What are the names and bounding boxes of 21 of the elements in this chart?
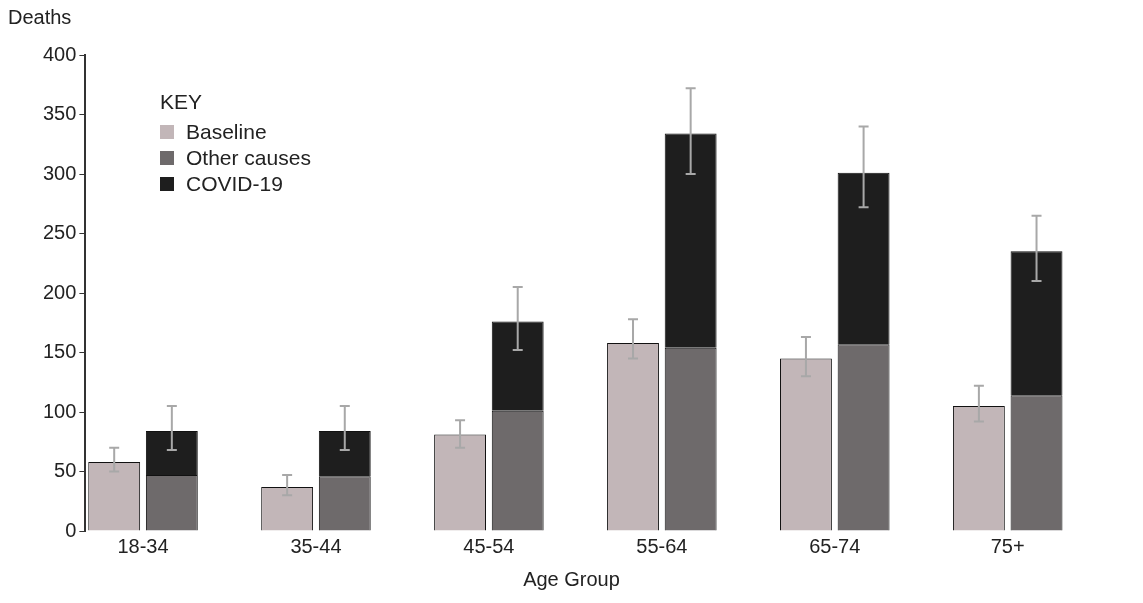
x-tick-label: 75+: [990, 534, 1025, 557]
legend-label: Baseline: [186, 120, 267, 144]
x-axis-title: Age Group: [522, 568, 621, 591]
y-tick-label: 250: [42, 221, 77, 244]
x-tick-label: 45-54: [463, 534, 515, 557]
y-tick-label: 0: [65, 518, 77, 541]
y-tick-label: 100: [42, 399, 77, 422]
y-tick-label: 150: [42, 340, 77, 363]
legend-title: KEY: [160, 90, 204, 114]
legend-label: COVID-19: [186, 172, 283, 196]
y-tick-label: 200: [42, 280, 77, 303]
x-tick-label: 55-64: [636, 534, 688, 557]
x-tick-label: 35-44: [290, 534, 342, 557]
y-tick-label: 400: [42, 42, 77, 65]
y-tick-label: 350: [42, 102, 77, 125]
y-axis-title: Deaths: [8, 6, 72, 29]
x-tick-label: 18-34: [117, 534, 169, 557]
x-tick-label: 65-74: [809, 534, 861, 557]
y-tick-label: 50: [54, 459, 77, 482]
y-tick-label: 300: [42, 161, 77, 184]
legend-label: Other causes: [186, 146, 311, 170]
